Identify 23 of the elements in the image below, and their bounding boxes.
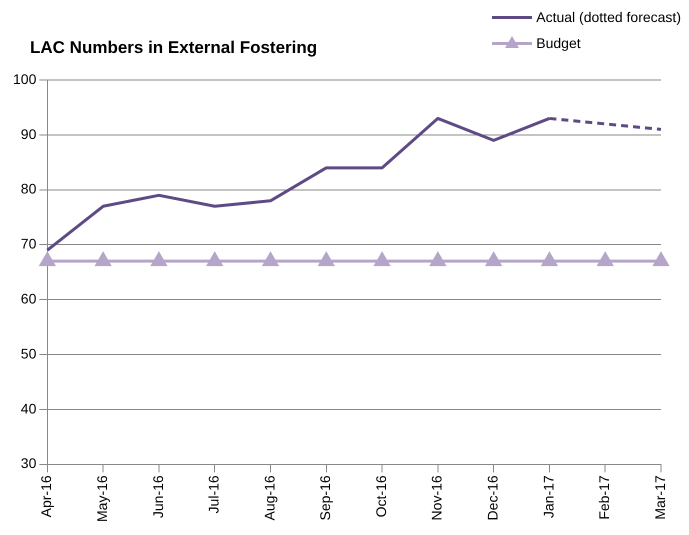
chart-title: LAC Numbers in External Fostering	[30, 38, 318, 58]
legend-label: Actual (dotted forecast)	[536, 9, 681, 25]
x-tick-label: Jul-16	[206, 475, 222, 514]
x-tick-label: Dec-16	[484, 475, 501, 520]
x-tick-label: Nov-16	[428, 475, 445, 520]
x-tick-label: Feb-17	[596, 475, 612, 520]
x-tick-label: Aug-16	[261, 475, 278, 520]
x-tick-label: Oct-16	[372, 475, 389, 518]
y-tick-label: 90	[20, 126, 37, 142]
x-tick-label: Mar-17	[652, 475, 668, 520]
x-tick-label: Apr-16	[38, 475, 54, 518]
y-tick-label: 40	[20, 400, 37, 416]
x-tick-label: Jan-17	[540, 475, 556, 518]
legend-label: Budget	[536, 35, 581, 51]
y-tick-label: 70	[20, 236, 37, 252]
y-tick-label: 100	[13, 70, 37, 87]
x-tick-label: Jun-16	[150, 475, 166, 518]
y-tick-label: 60	[20, 290, 37, 306]
y-tick-label: 30	[20, 455, 37, 472]
x-tick-label: Sep-16	[317, 475, 334, 520]
y-tick-label: 80	[20, 180, 37, 197]
x-tick-label: May-16	[94, 475, 110, 522]
y-tick-label: 50	[20, 345, 37, 362]
